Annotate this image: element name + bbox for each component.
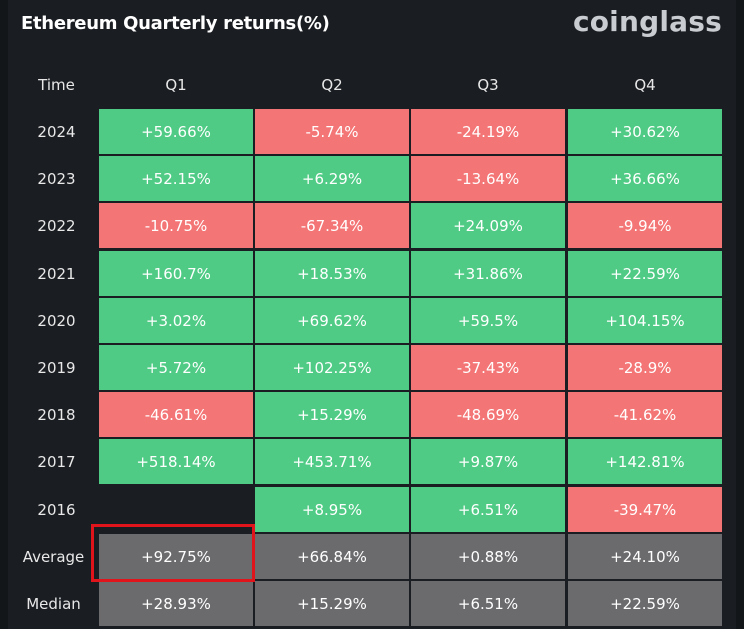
return-cell[interactable]: +30.62% [568, 109, 722, 154]
return-cell[interactable]: -37.43% [411, 345, 565, 390]
summary-cell[interactable]: +24.10% [568, 534, 722, 579]
summary-label-average: Average [22, 547, 85, 566]
return-cell[interactable] [99, 487, 253, 532]
return-cell[interactable]: +9.87% [411, 439, 565, 484]
summary-cell[interactable]: +0.88% [411, 534, 565, 579]
return-cell[interactable]: +18.53% [255, 251, 409, 296]
return-cell[interactable]: -5.74% [255, 109, 409, 154]
chart-title: Ethereum Quarterly returns(%) [21, 13, 330, 34]
return-cell[interactable]: -67.34% [255, 203, 409, 248]
return-cell[interactable]: -24.19% [411, 109, 565, 154]
column-header-q4: Q4 [634, 76, 656, 94]
summary-cell[interactable]: +15.29% [255, 581, 409, 626]
return-cell[interactable]: +3.02% [99, 298, 253, 343]
return-cell[interactable]: -46.61% [99, 392, 253, 437]
return-cell[interactable]: +31.86% [411, 251, 565, 296]
return-cell[interactable]: +36.66% [568, 156, 722, 201]
return-cell[interactable]: +102.25% [255, 345, 409, 390]
return-cell[interactable]: +518.14% [99, 439, 253, 484]
return-cell[interactable]: +6.51% [411, 487, 565, 532]
return-cell[interactable]: +5.72% [99, 345, 253, 390]
row-label-2024: 2024 [37, 122, 76, 141]
return-cell[interactable]: -10.75% [99, 203, 253, 248]
return-cell[interactable]: +22.59% [568, 251, 722, 296]
row-label-2021: 2021 [37, 264, 76, 283]
row-label-2019: 2019 [37, 358, 76, 377]
return-cell[interactable]: +59.66% [99, 109, 253, 154]
column-header-q2: Q2 [321, 76, 343, 94]
row-label-2016: 2016 [37, 500, 76, 519]
return-cell[interactable]: -48.69% [411, 392, 565, 437]
row-label-2020: 2020 [37, 311, 76, 330]
return-cell[interactable]: +160.7% [99, 251, 253, 296]
return-cell[interactable]: -13.64% [411, 156, 565, 201]
return-cell[interactable]: -9.94% [568, 203, 722, 248]
summary-cell[interactable]: +22.59% [568, 581, 722, 626]
return-cell[interactable]: +69.62% [255, 298, 409, 343]
summary-cell[interactable]: +66.84% [255, 534, 409, 579]
summary-cell[interactable]: +28.93% [99, 581, 253, 626]
row-label-2022: 2022 [37, 216, 76, 235]
row-label-2017: 2017 [37, 452, 76, 471]
summary-cell[interactable]: +92.75% [99, 534, 253, 579]
brand-logo[interactable]: coinglass [572, 5, 722, 38]
return-cell[interactable]: +453.71% [255, 439, 409, 484]
row-label-2023: 2023 [37, 169, 76, 188]
summary-cell[interactable]: +6.51% [411, 581, 565, 626]
row-label-2018: 2018 [37, 405, 76, 424]
return-cell[interactable]: -41.62% [568, 392, 722, 437]
return-cell[interactable]: -28.9% [568, 345, 722, 390]
return-cell[interactable]: +8.95% [255, 487, 409, 532]
return-cell[interactable]: +104.15% [568, 298, 722, 343]
return-cell[interactable]: +59.5% [411, 298, 565, 343]
return-cell[interactable]: +6.29% [255, 156, 409, 201]
column-header-q3: Q3 [477, 76, 499, 94]
return-cell[interactable]: -39.47% [568, 487, 722, 532]
return-cell[interactable]: +15.29% [255, 392, 409, 437]
column-header-time: Time [38, 76, 75, 94]
return-cell[interactable]: +24.09% [411, 203, 565, 248]
column-header-q1: Q1 [165, 76, 187, 94]
return-cell[interactable]: +52.15% [99, 156, 253, 201]
summary-label-median: Median [26, 594, 81, 613]
return-cell[interactable]: +142.81% [568, 439, 722, 484]
